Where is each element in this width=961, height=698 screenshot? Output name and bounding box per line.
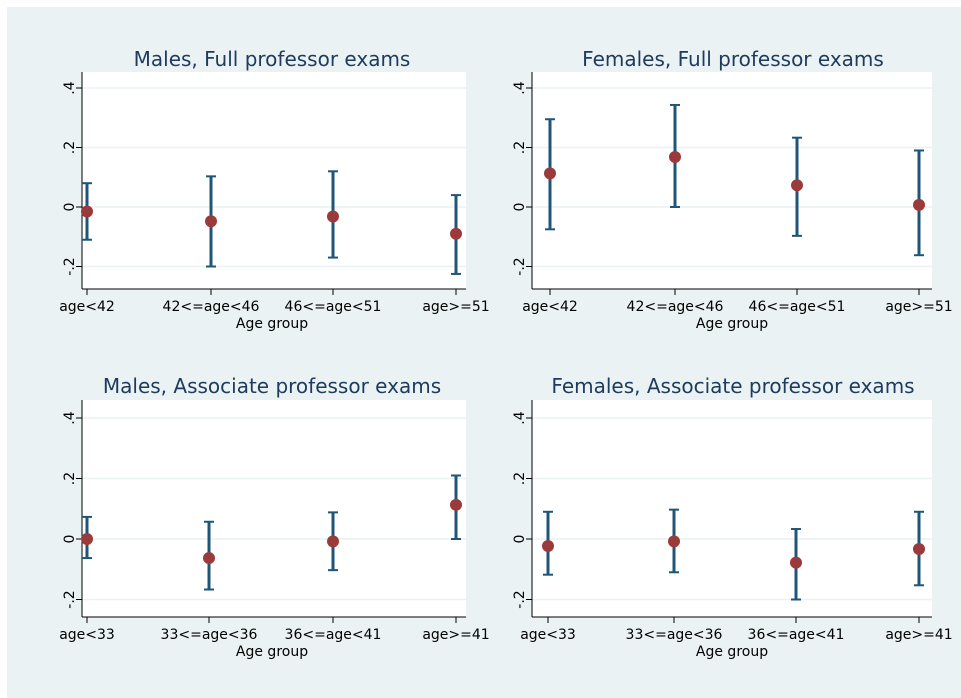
panel-2: -.2 0 .2 .4 age<42 42<=age<46 46<=age<51 age>=5…	[512, 47, 953, 332]
y-tick-label: 0	[512, 203, 528, 212]
y-tick-label: -.2	[512, 590, 528, 608]
panel-3: -.2 0 .2 .4 age<33 33<=age<36 36<=age<41 age>=4…	[59, 374, 489, 660]
panel-title: Males, Full professor exams	[134, 47, 411, 71]
data-point	[668, 535, 680, 548]
plot-area	[82, 400, 466, 617]
x-tick-label: age<42	[59, 299, 115, 315]
panel-1: -.2 0 .2 .4 age<42 42<=age<46 46<=age<51 age>=5…	[59, 47, 489, 332]
y-tick-label: -.2	[62, 590, 78, 608]
y-tick-label: 0	[512, 535, 528, 544]
data-point	[205, 215, 217, 228]
x-tick-label: age<33	[59, 627, 115, 643]
panel-title: Females, Full professor exams	[582, 47, 884, 71]
y-tick-label: .4	[62, 411, 78, 424]
data-point	[81, 533, 93, 545]
y-tick-label: -.2	[62, 257, 78, 275]
x-tick-label: 33<=age<36	[626, 627, 723, 643]
x-tick-label: age>=51	[422, 299, 489, 315]
data-point	[913, 542, 925, 555]
data-point	[81, 205, 93, 218]
data-point	[791, 179, 803, 192]
data-point	[327, 210, 339, 223]
y-tick-label: 0	[62, 535, 78, 544]
data-point	[327, 535, 339, 548]
x-tick-label: 42<=age<46	[627, 299, 724, 315]
x-tick-label: 36<=age<41	[748, 627, 845, 643]
x-tick-label: age>=41	[885, 627, 952, 643]
data-point	[542, 539, 554, 552]
y-tick-label: .2	[62, 472, 78, 485]
data-point	[544, 167, 556, 180]
y-tick-label: .2	[62, 141, 78, 154]
panel-title: Males, Associate professor exams	[103, 374, 441, 398]
x-tick-label: age<42	[522, 299, 578, 315]
data-point	[913, 198, 925, 211]
x-axis-label: Age group	[696, 316, 768, 332]
plot-area	[532, 400, 932, 617]
y-tick-label: .2	[512, 472, 528, 485]
data-point	[790, 556, 802, 569]
x-axis-label: Age group	[236, 644, 308, 660]
x-tick-label: 36<=age<41	[285, 627, 382, 643]
data-point	[450, 227, 462, 240]
x-tick-label: 42<=age<46	[163, 299, 260, 315]
y-tick-label: .4	[512, 411, 528, 424]
x-axis-label: Age group	[236, 316, 308, 332]
panel-4: -.2 0 .2 .4 age<33 33<=age<36 36<=age<41 age>=4…	[512, 374, 953, 660]
data-point	[203, 552, 215, 565]
y-tick-label: .2	[512, 141, 528, 154]
panel-title: Females, Associate professor exams	[551, 374, 914, 398]
x-tick-label: 46<=age<51	[749, 299, 846, 315]
y-tick-label: 0	[62, 203, 78, 212]
y-tick-label: .4	[62, 81, 78, 94]
plot-area	[532, 72, 932, 289]
x-tick-label: age<33	[520, 627, 576, 643]
y-tick-label: .4	[512, 81, 528, 94]
data-point	[669, 151, 681, 164]
y-tick-label: -.2	[512, 257, 528, 275]
x-tick-label: age>=41	[422, 627, 489, 643]
x-tick-label: age>=51	[885, 299, 952, 315]
x-tick-label: 46<=age<51	[285, 299, 382, 315]
x-axis-label: Age group	[696, 644, 768, 660]
plot-area	[82, 72, 466, 289]
data-point	[450, 498, 462, 511]
x-tick-label: 33<=age<36	[161, 627, 258, 643]
